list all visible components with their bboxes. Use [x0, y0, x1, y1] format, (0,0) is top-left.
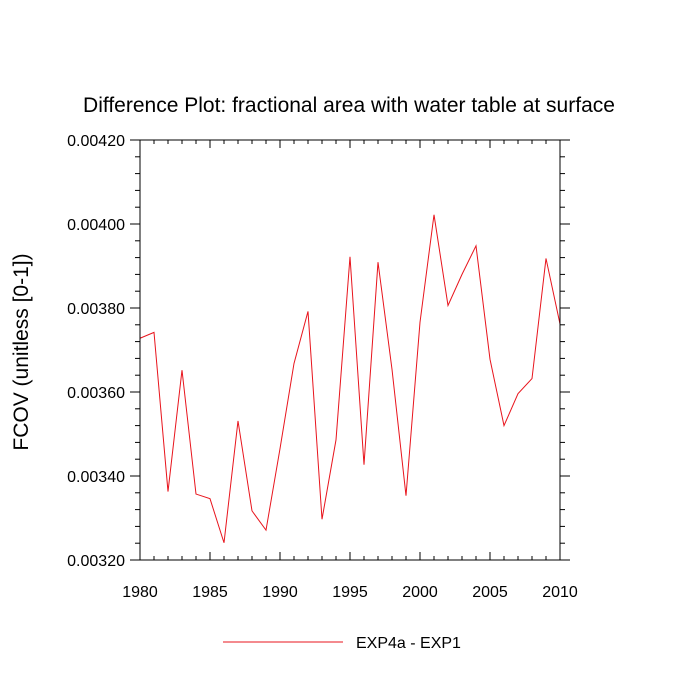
y-tick-label: 0.00380 — [67, 301, 125, 318]
plot-series — [139, 214, 561, 543]
x-tick-label: 1985 — [192, 584, 228, 601]
x-tick-label: 2010 — [542, 584, 578, 601]
chart-title: Difference Plot: fractional area with wa… — [83, 94, 615, 117]
x-tick-label: 1980 — [122, 584, 158, 601]
y-tick-label: 0.00320 — [67, 553, 125, 570]
y-tick-label: 0.00340 — [67, 469, 125, 486]
y-tick-label: 0.00400 — [67, 217, 125, 234]
series-line — [139, 214, 561, 543]
y-axis: 0.00320 0.00340 0.00360 0.00380 0.00400 0.004… — [67, 133, 570, 570]
y-tick-label: 0.00360 — [67, 385, 125, 402]
legend: EXP4a - EXP1 — [223, 635, 461, 652]
x-axis: 1980 1985 1990 1995 2000 2005 2010 — [122, 140, 578, 601]
plot-frame — [139, 139, 561, 561]
x-tick-label: 1995 — [332, 584, 368, 601]
x-tick-label: 1990 — [262, 584, 298, 601]
legend-label: EXP4a - EXP1 — [356, 635, 461, 652]
y-tick-label: 0.00420 — [67, 133, 125, 150]
y-axis-label: FCOV (unitless [0-1]) — [10, 253, 33, 450]
x-tick-label: 2000 — [402, 584, 438, 601]
x-tick-label: 2005 — [472, 584, 508, 601]
